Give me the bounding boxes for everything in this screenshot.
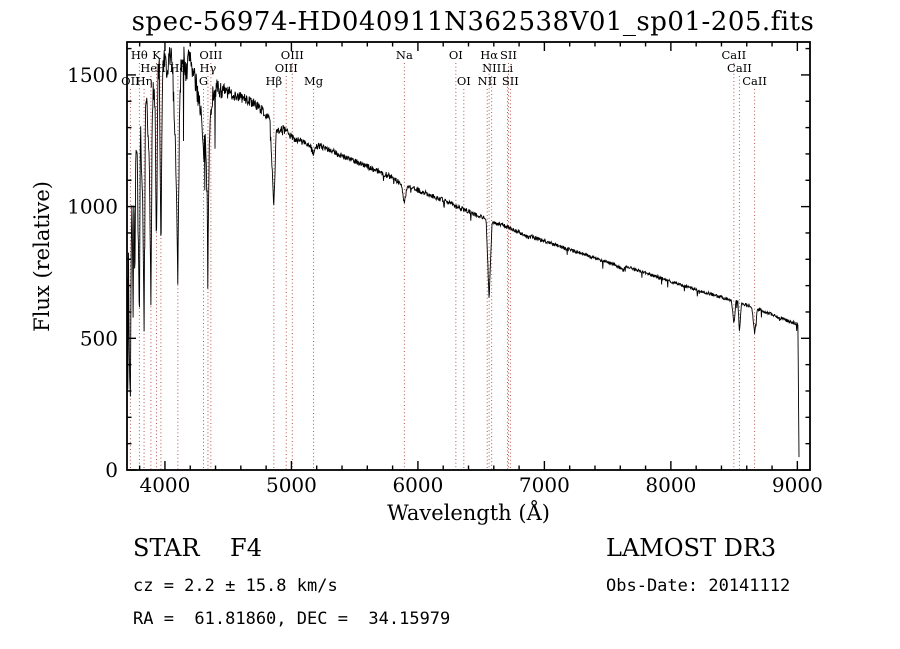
ra-dec-value: RA = 61.81860, DEC = 34.15979 <box>133 609 451 629</box>
y-tick-label: 1500 <box>67 63 118 87</box>
spectral-line-label: OII <box>121 74 140 88</box>
spectral-line-label: Hθ <box>131 48 148 62</box>
x-tick-label: 5000 <box>266 473 317 497</box>
spectral-line-label: H <box>156 61 166 75</box>
spectral-line-label: Hβ <box>266 74 283 88</box>
spectral-line-label: OIII <box>275 61 298 75</box>
plot-title: spec-56974-HD040911N362538V01_sp01-205.f… <box>131 7 815 37</box>
spectral-line-label: OIII <box>281 48 304 62</box>
spectral-line-label: CaII <box>721 48 746 62</box>
spectral-line-label: CaII <box>727 61 752 75</box>
x-axis-label: Wavelength (Å) <box>387 501 550 525</box>
spectral-line-label: HeI <box>140 61 161 75</box>
spectral-line-label: Li <box>502 61 514 75</box>
spectral-line-label: SII <box>500 48 517 62</box>
spectral-line-label: G <box>199 74 208 88</box>
spectral-line-label: Mg <box>304 74 324 88</box>
spectral-line-label: OI <box>457 74 471 88</box>
x-tick-label: 4000 <box>139 473 190 497</box>
spectral-line-label: NII <box>478 74 497 88</box>
spectral-line-label: Hα <box>480 48 498 62</box>
spectral-line-label: OIII <box>199 48 222 62</box>
spectral-line-label: OI <box>449 48 463 62</box>
x-tick-label: 8000 <box>645 473 696 497</box>
spectral-line-label: NII <box>482 61 501 75</box>
cz-velocity-value: cz = 2.2 ± 15.8 km/s <box>133 576 338 596</box>
y-tick-label: 500 <box>80 326 118 350</box>
x-tick-label: 6000 <box>392 473 443 497</box>
obs-date-value: Obs-Date: 20141112 <box>606 576 791 596</box>
survey-release-label: LAMOST DR3 <box>606 534 777 562</box>
spectral-line-label: Na <box>396 48 413 62</box>
x-tick-label: 7000 <box>519 473 570 497</box>
x-tick-label: 9000 <box>772 473 823 497</box>
plot-frame <box>126 41 811 471</box>
spectral-line-label: SII <box>502 74 519 88</box>
y-tick-label: 0 <box>105 458 118 482</box>
spectral-line-label: K <box>152 48 161 62</box>
spectral-line-label: Hγ <box>199 61 216 75</box>
classification-label: STAR F4 <box>133 534 262 562</box>
spectrum-curve <box>126 46 800 470</box>
y-tick-label: 1000 <box>67 195 118 219</box>
spectral-line-label: Hη <box>136 74 153 88</box>
spectral-line-label: CaII <box>742 74 767 88</box>
spectral-line-label: Hδ <box>169 61 186 75</box>
y-axis-label: Flux (relative) <box>30 180 54 332</box>
